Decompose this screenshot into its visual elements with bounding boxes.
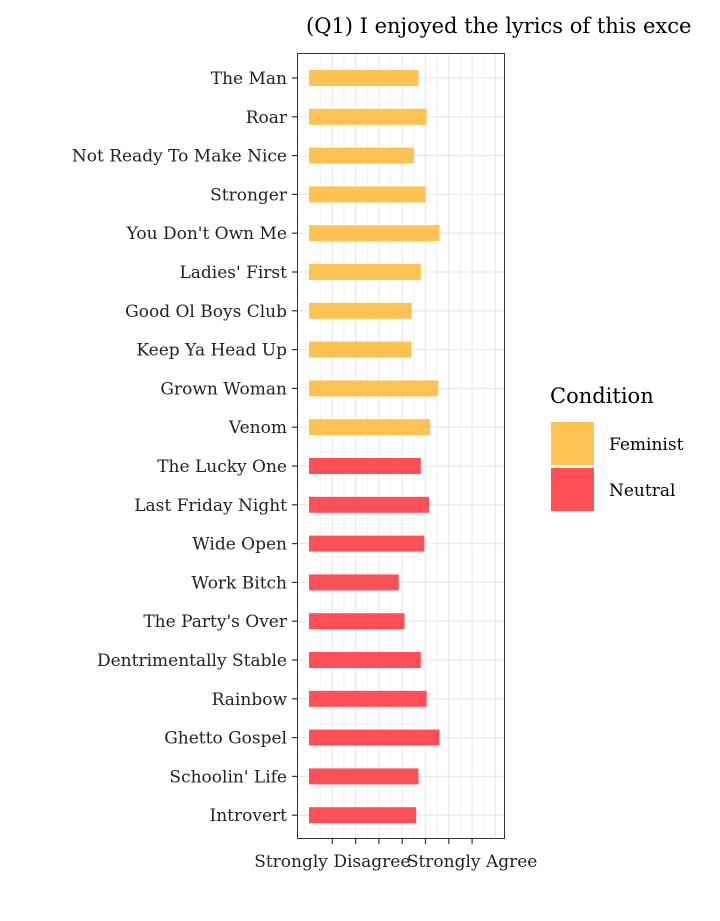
bar [309, 147, 414, 164]
bars [309, 70, 440, 824]
category-label: The Man [211, 69, 287, 89]
bar [309, 264, 421, 280]
bar [309, 225, 440, 242]
chart-title: (Q1) I enjoyed the lyrics of this exce [306, 14, 691, 38]
category-label: Wide Open [192, 535, 287, 555]
category-label: Venom [228, 418, 287, 438]
category-label: Roar [246, 108, 288, 128]
bar [309, 652, 421, 668]
bar [309, 302, 412, 319]
bar [309, 458, 421, 474]
bar [309, 690, 427, 707]
category-label: Dentrimentally Stable [97, 651, 287, 671]
category-label: Ladies' First [179, 263, 287, 283]
category-label: Work Bitch [191, 573, 287, 593]
bar [309, 108, 427, 125]
category-labels: The Man Roar Not Ready To Make Nice Stronge… [72, 69, 297, 826]
bar [309, 496, 429, 513]
legend-key [551, 468, 594, 511]
legend-label: Feminist [609, 435, 684, 455]
bar [309, 535, 425, 552]
bar [309, 380, 439, 397]
legend-label: Neutral [609, 481, 675, 501]
category-label: Introvert [210, 806, 288, 826]
panel-border [297, 53, 505, 839]
category-label: Not Ready To Make Nice [72, 147, 287, 167]
category-label: You Don't Own Me [126, 224, 287, 244]
category-label: Grown Woman [160, 379, 287, 399]
bar [309, 419, 431, 436]
x-tick-label: Strongly Agree [407, 852, 538, 872]
category-label: Stronger [210, 185, 288, 205]
category-label: Keep Ya Head Up [136, 341, 287, 361]
bar [309, 807, 417, 824]
category-label: Ghetto Gospel [164, 729, 287, 749]
bar [309, 186, 426, 203]
bar [309, 768, 419, 785]
category-label: Good Ol Boys Club [125, 302, 287, 322]
grid-lines [298, 54, 504, 838]
bar [309, 70, 419, 86]
bar [309, 574, 399, 591]
bar [309, 613, 405, 630]
category-label: Last Friday Night [134, 496, 287, 516]
bar [309, 341, 412, 358]
category-label: The Lucky One [157, 457, 287, 477]
category-label: Schoolin' Life [169, 767, 287, 787]
x-tick-label: Strongly Disagree [254, 852, 410, 872]
legend-key [551, 422, 594, 465]
legend: Condition Feminist Neutral [550, 384, 684, 511]
legend-title: Condition [550, 384, 654, 408]
category-label: Rainbow [212, 690, 288, 710]
bar [309, 729, 440, 746]
category-label: The Party's Over [143, 612, 288, 632]
